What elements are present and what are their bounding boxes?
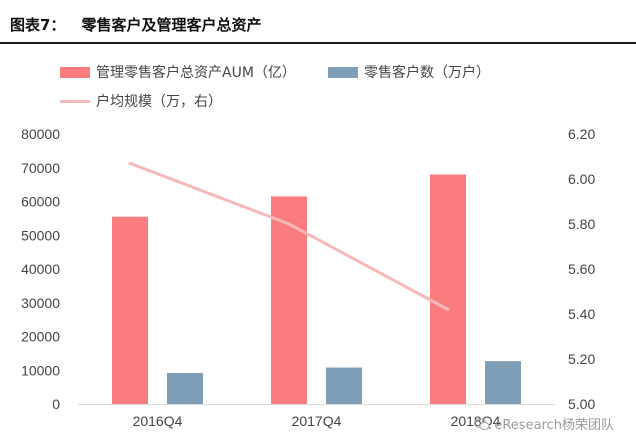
legend-label-customers: 零售客户数（万户） [364,65,490,81]
bar-aum [271,196,307,404]
y-right-tick-label: 5.20 [568,351,595,367]
y-left-tick-label: 40000 [21,261,60,277]
x-tick-label: 2017Q4 [292,413,342,429]
x-tick-label: 2016Q4 [133,413,183,429]
y-left-tick-label: 50000 [21,227,60,243]
legend-item-customers: 零售客户数（万户） [328,62,490,82]
legend-item-avg: 户均规模（万，右） [60,91,222,111]
bar-aum [112,216,148,404]
legend-label-aum: 管理零售客户总资产AUM（亿） [96,65,296,81]
y-right-tick-label: 6.20 [568,126,595,142]
y-left-tick-label: 30000 [21,295,60,311]
y-left-tick-label: 80000 [21,126,60,142]
header-divider [0,42,636,44]
line-avg-point [446,308,450,311]
y-left-tick-label: 60000 [21,194,60,210]
legend-swatch-aum [60,66,90,78]
legend-item-aum: 管理零售客户总资产AUM（亿） [60,62,296,82]
wechat-icon [474,417,490,430]
y-right-tick-label: 5.00 [568,396,595,412]
bar-customers [485,361,521,404]
watermark-text: eResearch杨荣团队 [494,418,614,433]
figure-number: 图表7： [10,16,66,34]
line-avg-point [287,222,291,226]
report-header: 图表7： 零售客户及管理客户总资产 [0,0,636,44]
bar-customers [326,367,362,404]
legend-label-avg: 户均规模（万，右） [96,94,222,110]
y-right-tick-label: 5.80 [568,216,595,232]
watermark: eResearch杨荣团队 [474,414,614,433]
line-avg-point [128,161,132,165]
y-left-tick-label: 20000 [21,329,60,345]
figure-title-text: 零售客户及管理客户总资产 [81,16,262,34]
legend-swatch-customers [328,66,358,78]
y-right-tick-label: 6.00 [568,171,595,187]
y-right-tick-label: 5.40 [568,306,595,322]
y-left-tick-label: 0 [52,396,60,412]
y-right-tick-label: 5.60 [568,261,595,277]
y-left-tick-label: 10000 [21,362,60,378]
y-left-tick-label: 70000 [21,160,60,176]
bar-customers [167,372,203,404]
bar-aum [430,174,466,404]
figure-title: 图表7： 零售客户及管理客户总资产 [10,14,261,35]
legend-swatch-avg [60,99,90,103]
